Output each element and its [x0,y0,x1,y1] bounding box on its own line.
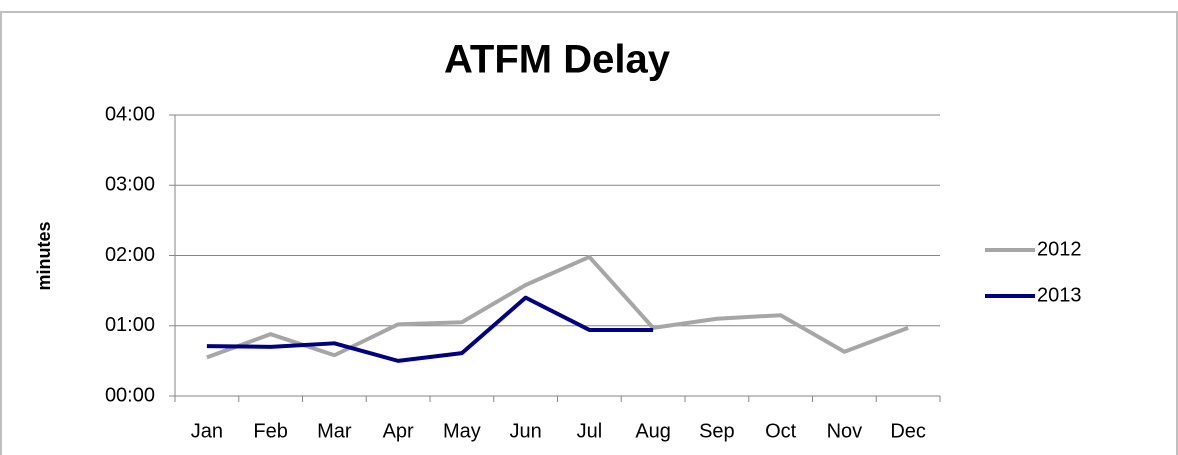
x-tick-label: Dec [890,420,926,442]
y-tick-label: 04:00 [105,103,155,125]
series-line [206,254,909,360]
y-tick-label: 02:00 [105,244,155,266]
legend-label: 2013 [1037,284,1082,306]
x-tick-label: Aug [635,420,671,442]
legend-label: 2012 [1037,238,1082,260]
chart-border [0,11,1178,455]
y-tick-label: 00:00 [105,384,155,406]
x-tick-label: Jun [510,420,542,442]
series-line [206,295,654,363]
x-tick-label: Apr [383,420,414,442]
y-axis-label: minutes [34,221,54,290]
y-tick-label: 01:00 [105,314,155,336]
x-tick-label: Oct [765,420,797,442]
chart-title: ATFM Delay [444,38,671,82]
x-tick-label: Mar [317,420,352,442]
y-tick-label: 03:00 [105,174,155,196]
x-tick-label: May [443,420,481,442]
x-tick-label: Sep [699,420,735,442]
x-tick-label: Jul [577,420,603,442]
x-tick-label: Nov [827,420,863,442]
x-tick-label: Jan [191,420,223,442]
x-tick-label: Feb [253,420,287,442]
